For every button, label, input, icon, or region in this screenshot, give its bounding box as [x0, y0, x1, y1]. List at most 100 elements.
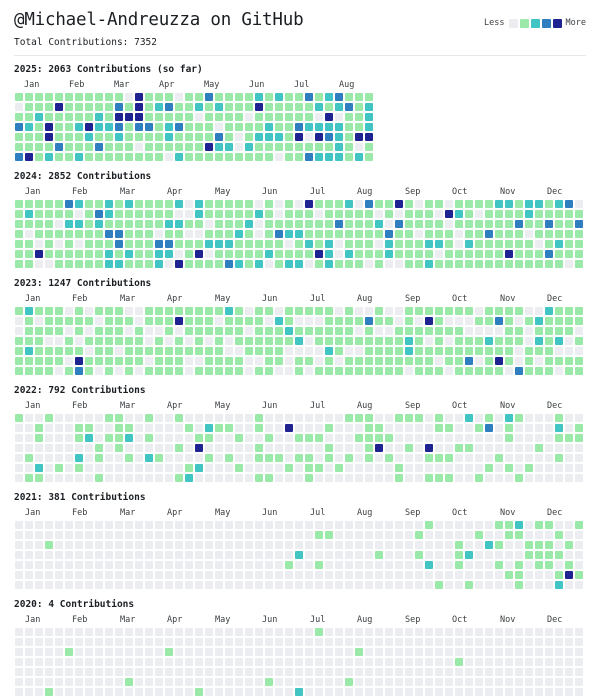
contribution-cell[interactable]: [564, 306, 574, 316]
contribution-cell[interactable]: [24, 463, 34, 473]
contribution-cell[interactable]: [74, 356, 84, 366]
contribution-cell[interactable]: [324, 336, 334, 346]
contribution-cell[interactable]: [504, 540, 514, 550]
contribution-cell[interactable]: [554, 306, 564, 316]
contribution-cell[interactable]: [294, 463, 304, 473]
contribution-cell[interactable]: [534, 423, 544, 433]
contribution-cell[interactable]: [314, 152, 324, 162]
contribution-cell[interactable]: [554, 356, 564, 366]
contribution-cell[interactable]: [34, 122, 44, 132]
contribution-cell[interactable]: [344, 326, 354, 336]
contribution-cell[interactable]: [274, 413, 284, 423]
contribution-cell[interactable]: [574, 463, 584, 473]
contribution-cell[interactable]: [204, 229, 214, 239]
contribution-cell[interactable]: [14, 570, 24, 580]
contribution-cell[interactable]: [424, 336, 434, 346]
contribution-cell[interactable]: [334, 453, 344, 463]
contribution-cell[interactable]: [344, 453, 354, 463]
contribution-cell[interactable]: [44, 520, 54, 530]
contribution-cell[interactable]: [184, 637, 194, 647]
contribution-cell[interactable]: [184, 627, 194, 637]
contribution-cell[interactable]: [414, 259, 424, 269]
contribution-cell[interactable]: [374, 687, 384, 697]
contribution-cell[interactable]: [114, 560, 124, 570]
contribution-cell[interactable]: [94, 259, 104, 269]
contribution-cell[interactable]: [84, 316, 94, 326]
contribution-cell[interactable]: [324, 209, 334, 219]
contribution-cell[interactable]: [74, 687, 84, 697]
contribution-cell[interactable]: [384, 259, 394, 269]
contribution-cell[interactable]: [324, 413, 334, 423]
contribution-cell[interactable]: [94, 520, 104, 530]
contribution-cell[interactable]: [194, 413, 204, 423]
contribution-cell[interactable]: [384, 463, 394, 473]
contribution-cell[interactable]: [224, 346, 234, 356]
contribution-cell[interactable]: [254, 657, 264, 667]
contribution-cell[interactable]: [294, 520, 304, 530]
contribution-cell[interactable]: [234, 550, 244, 560]
contribution-cell[interactable]: [214, 520, 224, 530]
contribution-cell[interactable]: [424, 433, 434, 443]
contribution-cell[interactable]: [74, 326, 84, 336]
contribution-cell[interactable]: [224, 530, 234, 540]
contribution-cell[interactable]: [144, 463, 154, 473]
contribution-cell[interactable]: [404, 530, 414, 540]
contribution-cell[interactable]: [364, 142, 374, 152]
contribution-cell[interactable]: [484, 413, 494, 423]
contribution-cell[interactable]: [334, 199, 344, 209]
contribution-cell[interactable]: [244, 122, 254, 132]
contribution-cell[interactable]: [114, 306, 124, 316]
contribution-cell[interactable]: [354, 540, 364, 550]
contribution-cell[interactable]: [504, 463, 514, 473]
contribution-cell[interactable]: [114, 637, 124, 647]
contribution-cell[interactable]: [474, 657, 484, 667]
contribution-cell[interactable]: [34, 336, 44, 346]
contribution-cell[interactable]: [154, 423, 164, 433]
contribution-cell[interactable]: [194, 473, 204, 483]
contribution-cell[interactable]: [124, 316, 134, 326]
contribution-cell[interactable]: [564, 423, 574, 433]
contribution-cell[interactable]: [274, 580, 284, 590]
contribution-cell[interactable]: [244, 152, 254, 162]
contribution-cell[interactable]: [144, 336, 154, 346]
contribution-cell[interactable]: [514, 657, 524, 667]
contribution-cell[interactable]: [454, 346, 464, 356]
contribution-cell[interactable]: [474, 453, 484, 463]
contribution-cell[interactable]: [494, 423, 504, 433]
contribution-cell[interactable]: [294, 530, 304, 540]
contribution-cell[interactable]: [204, 473, 214, 483]
contribution-cell[interactable]: [194, 92, 204, 102]
contribution-cell[interactable]: [324, 443, 334, 453]
contribution-cell[interactable]: [384, 336, 394, 346]
contribution-cell[interactable]: [374, 346, 384, 356]
contribution-cell[interactable]: [124, 423, 134, 433]
contribution-cell[interactable]: [564, 530, 574, 540]
contribution-cell[interactable]: [404, 687, 414, 697]
contribution-cell[interactable]: [514, 550, 524, 560]
contribution-cell[interactable]: [164, 92, 174, 102]
contribution-cell[interactable]: [204, 637, 214, 647]
contribution-cell[interactable]: [294, 152, 304, 162]
contribution-cell[interactable]: [504, 550, 514, 560]
contribution-cell[interactable]: [364, 229, 374, 239]
contribution-cell[interactable]: [34, 423, 44, 433]
contribution-cell[interactable]: [464, 657, 474, 667]
contribution-cell[interactable]: [54, 580, 64, 590]
contribution-cell[interactable]: [244, 326, 254, 336]
contribution-cell[interactable]: [324, 152, 334, 162]
contribution-cell[interactable]: [334, 657, 344, 667]
contribution-cell[interactable]: [204, 209, 214, 219]
contribution-cell[interactable]: [454, 199, 464, 209]
contribution-cell[interactable]: [234, 580, 244, 590]
contribution-cell[interactable]: [354, 326, 364, 336]
contribution-cell[interactable]: [424, 550, 434, 560]
contribution-cell[interactable]: [564, 326, 574, 336]
contribution-cell[interactable]: [544, 453, 554, 463]
contribution-cell[interactable]: [424, 316, 434, 326]
contribution-cell[interactable]: [384, 453, 394, 463]
contribution-cell[interactable]: [204, 132, 214, 142]
contribution-cell[interactable]: [474, 423, 484, 433]
contribution-cell[interactable]: [34, 433, 44, 443]
contribution-cell[interactable]: [194, 540, 204, 550]
contribution-cell[interactable]: [264, 102, 274, 112]
